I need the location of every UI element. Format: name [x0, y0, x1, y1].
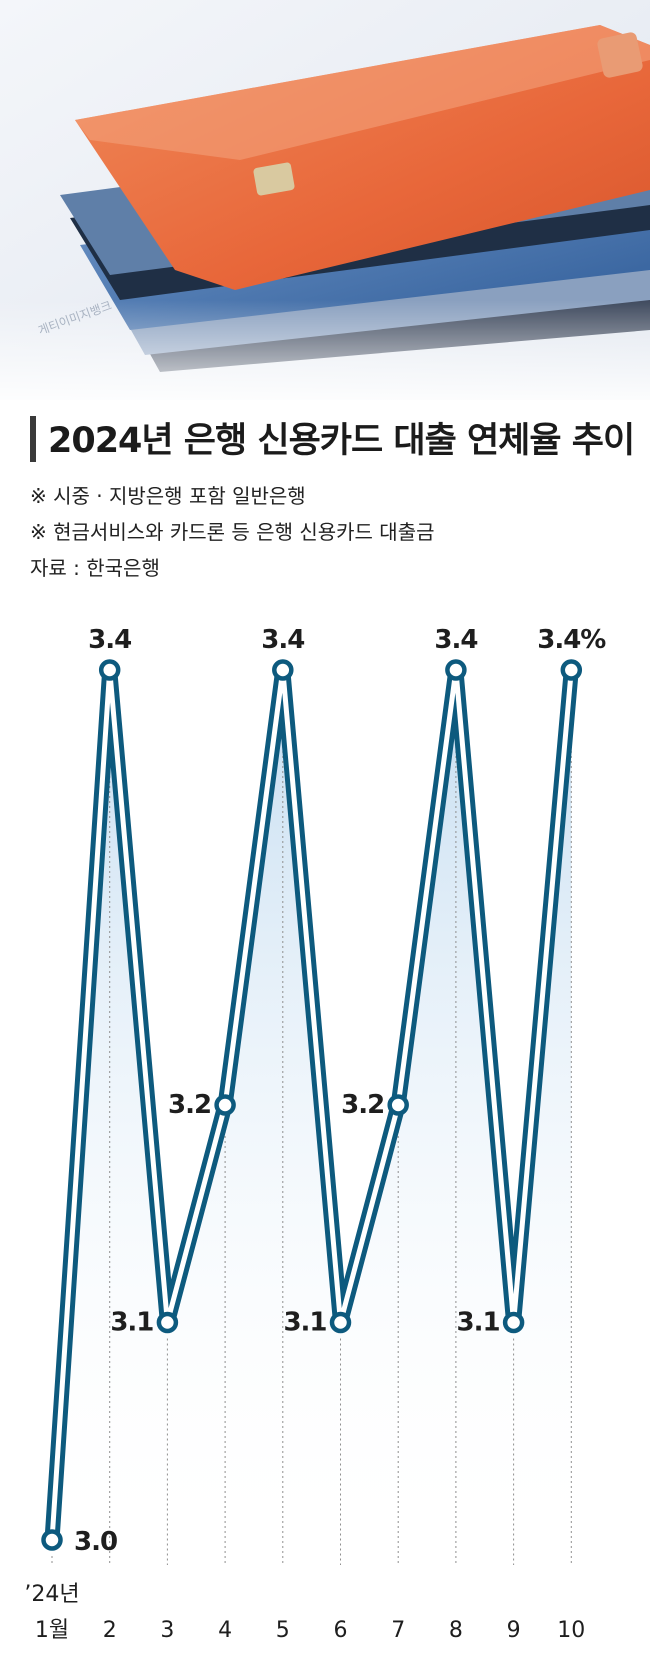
data-label-2: 3.4 — [88, 625, 131, 655]
note-loan-scope: ※ 현금서비스와 카드론 등 은행 신용카드 대출금 — [30, 520, 435, 544]
area-fill-layer — [52, 670, 572, 1560]
data-label-4: 3.2 — [168, 1090, 211, 1120]
x-tick-10: 10 — [557, 1618, 585, 1643]
x-tick-4: 4 — [218, 1618, 232, 1643]
x-axis-ticks: ’24년 1월 2 3 4 5 6 7 8 9 10 — [24, 1582, 585, 1643]
x-tick-7: 7 — [391, 1618, 405, 1643]
data-labels: 3.0 3.4 3.1 3.2 3.4 3.1 3.2 3.4 3.1 3.4% — [74, 625, 607, 1557]
data-label-8: 3.4 — [434, 625, 477, 655]
data-point-3 — [156, 1311, 179, 1334]
series-line-inner — [49, 667, 574, 1543]
series-line-layer — [44, 662, 579, 1548]
title-accent-bar — [30, 416, 36, 462]
data-label-9: 3.1 — [457, 1308, 500, 1338]
x-tick-year: ’24년 — [24, 1582, 79, 1607]
x-tick-2: 2 — [103, 1618, 117, 1643]
data-label-5: 3.4 — [261, 625, 304, 655]
data-point-2 — [98, 659, 121, 681]
x-tick-5: 5 — [276, 1618, 290, 1643]
credit-cards-photo: 게티이미지뱅크 — [0, 0, 650, 400]
data-point-1 — [41, 1529, 63, 1551]
data-label-7: 3.2 — [341, 1090, 384, 1120]
data-label-10: 3.4% — [537, 625, 606, 655]
x-tick-1: 1월 — [35, 1618, 69, 1643]
note-banks: ※ 시중 · 지방은행 포함 일반은행 — [30, 484, 306, 508]
x-tick-8: 8 — [449, 1618, 463, 1643]
data-point-7 — [387, 1094, 409, 1116]
data-label-1: 3.0 — [74, 1527, 117, 1557]
line-chart: 3.0 3.4 3.1 3.2 3.4 3.1 3.2 3.4 3.1 3.4% ’24년 1월 2 3… — [24, 625, 607, 1643]
guide-lines — [51, 686, 572, 1565]
x-tick-6: 6 — [334, 1618, 348, 1643]
source-note: 자료 : 한국은행 — [30, 556, 160, 580]
data-point-6 — [329, 1311, 352, 1334]
data-label-3: 3.1 — [110, 1308, 153, 1338]
x-tick-9: 9 — [507, 1618, 521, 1643]
data-label-6: 3.1 — [283, 1308, 326, 1338]
data-point-8 — [445, 659, 467, 681]
data-markers — [41, 659, 583, 1551]
data-point-5 — [272, 659, 294, 681]
x-tick-3: 3 — [160, 1618, 174, 1643]
chart-title: 2024년 은행 신용카드 대출 연체율 추이 — [48, 421, 635, 461]
data-point-10 — [560, 659, 583, 681]
area-fill — [52, 670, 572, 1560]
data-point-9 — [502, 1311, 525, 1334]
data-point-4 — [214, 1094, 236, 1116]
